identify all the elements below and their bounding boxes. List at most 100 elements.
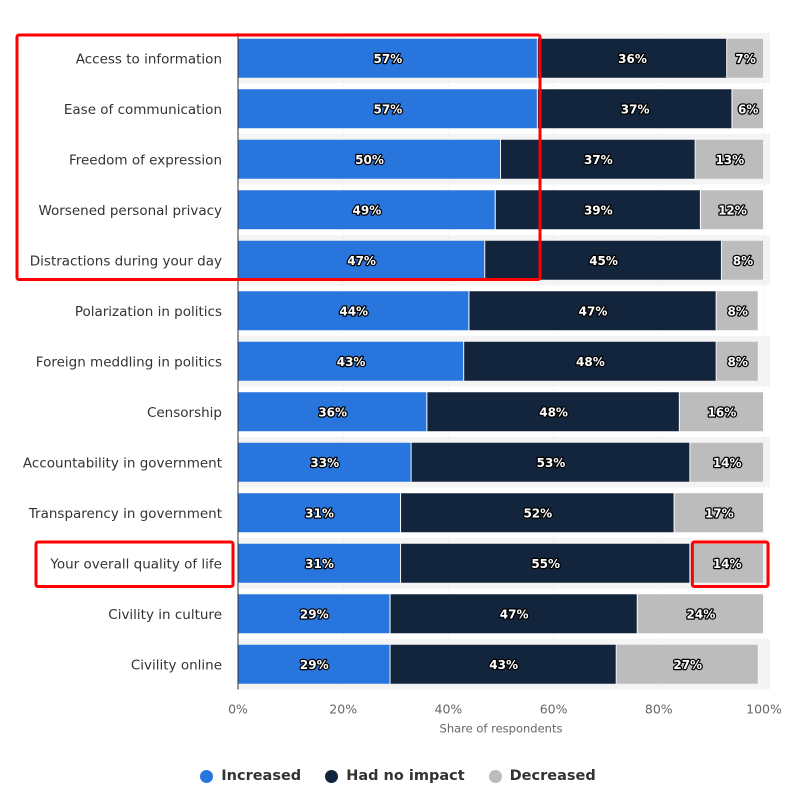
bar-value-label: 47% — [500, 607, 529, 621]
x-tick-label: 20% — [329, 702, 357, 717]
bar-value-label: 50% — [355, 153, 384, 167]
bar-value-label: 13% — [715, 153, 744, 167]
bar-value-label: 29% — [300, 658, 329, 672]
bar-value-label: 45% — [589, 254, 618, 268]
bar-value-label: 14% — [713, 456, 742, 470]
bar-segment-decreased — [716, 291, 758, 331]
bar-segment-increased — [238, 139, 500, 179]
bar-segment-had-no-impact — [401, 543, 690, 583]
bar-value-label: 36% — [618, 52, 647, 66]
bar-segment-had-no-impact — [537, 89, 732, 129]
bar-segment-had-no-impact — [427, 392, 679, 432]
category-label: Polarization in politics — [75, 304, 222, 320]
bar-value-label: 37% — [621, 102, 650, 116]
legend-swatch-no-impact — [325, 769, 339, 783]
bar-segment-increased — [238, 190, 495, 230]
x-tick-label: 40% — [435, 702, 463, 717]
bar-value-label: 47% — [579, 304, 608, 318]
bar-value-label: 48% — [539, 405, 568, 419]
bar-segment-increased — [238, 594, 390, 634]
bar-segment-decreased — [716, 341, 758, 381]
bar-value-label: 44% — [339, 304, 368, 318]
bar-value-label: 24% — [687, 607, 716, 621]
legend-label-decreased: Decreased — [509, 768, 596, 784]
category-label: Civility online — [131, 657, 222, 673]
x-tick-label: 60% — [540, 702, 568, 717]
bar-value-label: 31% — [305, 506, 334, 520]
bar-value-label: 31% — [305, 557, 334, 571]
bar-segment-had-no-impact — [390, 644, 616, 684]
legend-label-no-impact: Had no impact — [346, 768, 465, 784]
bar-value-label: 57% — [374, 102, 403, 116]
category-labels: Access to information Ease of communicati… — [23, 51, 222, 673]
bar-value-label: 55% — [531, 557, 560, 571]
bar-value-label: 52% — [523, 506, 552, 520]
bar-segment-decreased — [700, 190, 763, 230]
legend: Increased Had no impact Decreased — [0, 768, 796, 784]
x-tick-labels: 0% 20% 40% 60% 80% 100% — [228, 702, 782, 717]
bar-segment-increased — [238, 493, 401, 533]
bar-segment-had-no-impact — [537, 38, 727, 78]
category-label: Accountability in government — [23, 455, 222, 471]
x-tick-label: 80% — [645, 702, 673, 717]
category-label: Freedom of expression — [69, 152, 222, 168]
bar-value-label: 8% — [733, 254, 753, 268]
bar-segment-decreased — [721, 240, 763, 280]
highlight-box — [34, 540, 235, 588]
bar-segment-had-no-impact — [485, 240, 721, 280]
bar-value-label: 17% — [705, 506, 734, 520]
category-label: Your overall quality of life — [49, 556, 222, 572]
stacked-bar-chart: 57% 36% 7% 57% 37% 6% 50% 37% 13% 49% 39% 12% 47% 45%… — [15, 33, 782, 736]
bar-segment-decreased — [679, 392, 763, 432]
bar-segment-increased — [238, 442, 411, 482]
bar-segment-increased — [238, 392, 427, 432]
bar-segment-increased — [238, 240, 485, 280]
bar-segment-increased — [238, 291, 469, 331]
bar-segment-decreased — [695, 139, 763, 179]
bar-labels: 57% 36% 7% 57% 37% 6% 50% 37% 13% 49% 39% 12% 47% 45%… — [299, 51, 760, 674]
bar-segment-increased — [238, 89, 537, 129]
bar-segment-decreased — [674, 493, 763, 533]
bar-segment-increased — [238, 543, 401, 583]
category-label: Foreign meddling in politics — [36, 354, 222, 370]
legend-swatch-increased — [200, 769, 214, 783]
bar-value-label: 14% — [713, 557, 742, 571]
bar-value-label: 7% — [735, 52, 755, 66]
highlight-box — [690, 540, 770, 588]
bar-value-label: 47% — [347, 254, 376, 268]
bar-value-label: 43% — [337, 355, 366, 369]
bar-segment-decreased — [732, 89, 763, 129]
bar-segment-had-no-impact — [501, 139, 695, 179]
bar-segment-decreased — [637, 594, 763, 634]
bar-segment-increased — [238, 644, 390, 684]
bar-value-label: 6% — [738, 102, 758, 116]
bar-segment-decreased — [727, 38, 763, 78]
highlight-boxes — [15, 33, 770, 588]
bar-value-label: 29% — [300, 607, 329, 621]
legend-item-no-impact[interactable]: Had no impact — [325, 768, 465, 784]
bar-segment-had-no-impact — [401, 493, 674, 533]
category-label: Ease of communication — [64, 102, 222, 118]
bar-value-label: 8% — [728, 355, 748, 369]
bar-segment-decreased — [690, 442, 763, 482]
bar-segment-had-no-impact — [411, 442, 690, 482]
legend-item-increased[interactable]: Increased — [200, 768, 301, 784]
bar-segment-had-no-impact — [464, 341, 716, 381]
legend-label-increased: Increased — [221, 768, 302, 784]
bar-value-label: 16% — [708, 405, 737, 419]
bar-value-label: 12% — [718, 203, 747, 217]
x-tick-label: 100% — [746, 702, 782, 717]
bar-value-label: 33% — [310, 456, 339, 470]
bar-segment-had-no-impact — [390, 594, 637, 634]
category-label: Distractions during your day — [30, 253, 222, 269]
category-label: Censorship — [147, 405, 222, 421]
x-axis-title: Share of respondents — [440, 722, 563, 736]
bar-value-label: 53% — [537, 456, 566, 470]
legend-item-decreased[interactable]: Decreased — [488, 768, 596, 784]
bar-value-label: 27% — [673, 658, 702, 672]
highlight-box — [15, 33, 542, 281]
bar-value-label: 39% — [584, 203, 613, 217]
bars — [238, 38, 763, 684]
category-label: Worsened personal privacy — [38, 203, 222, 219]
bar-segment-had-no-impact — [469, 291, 716, 331]
